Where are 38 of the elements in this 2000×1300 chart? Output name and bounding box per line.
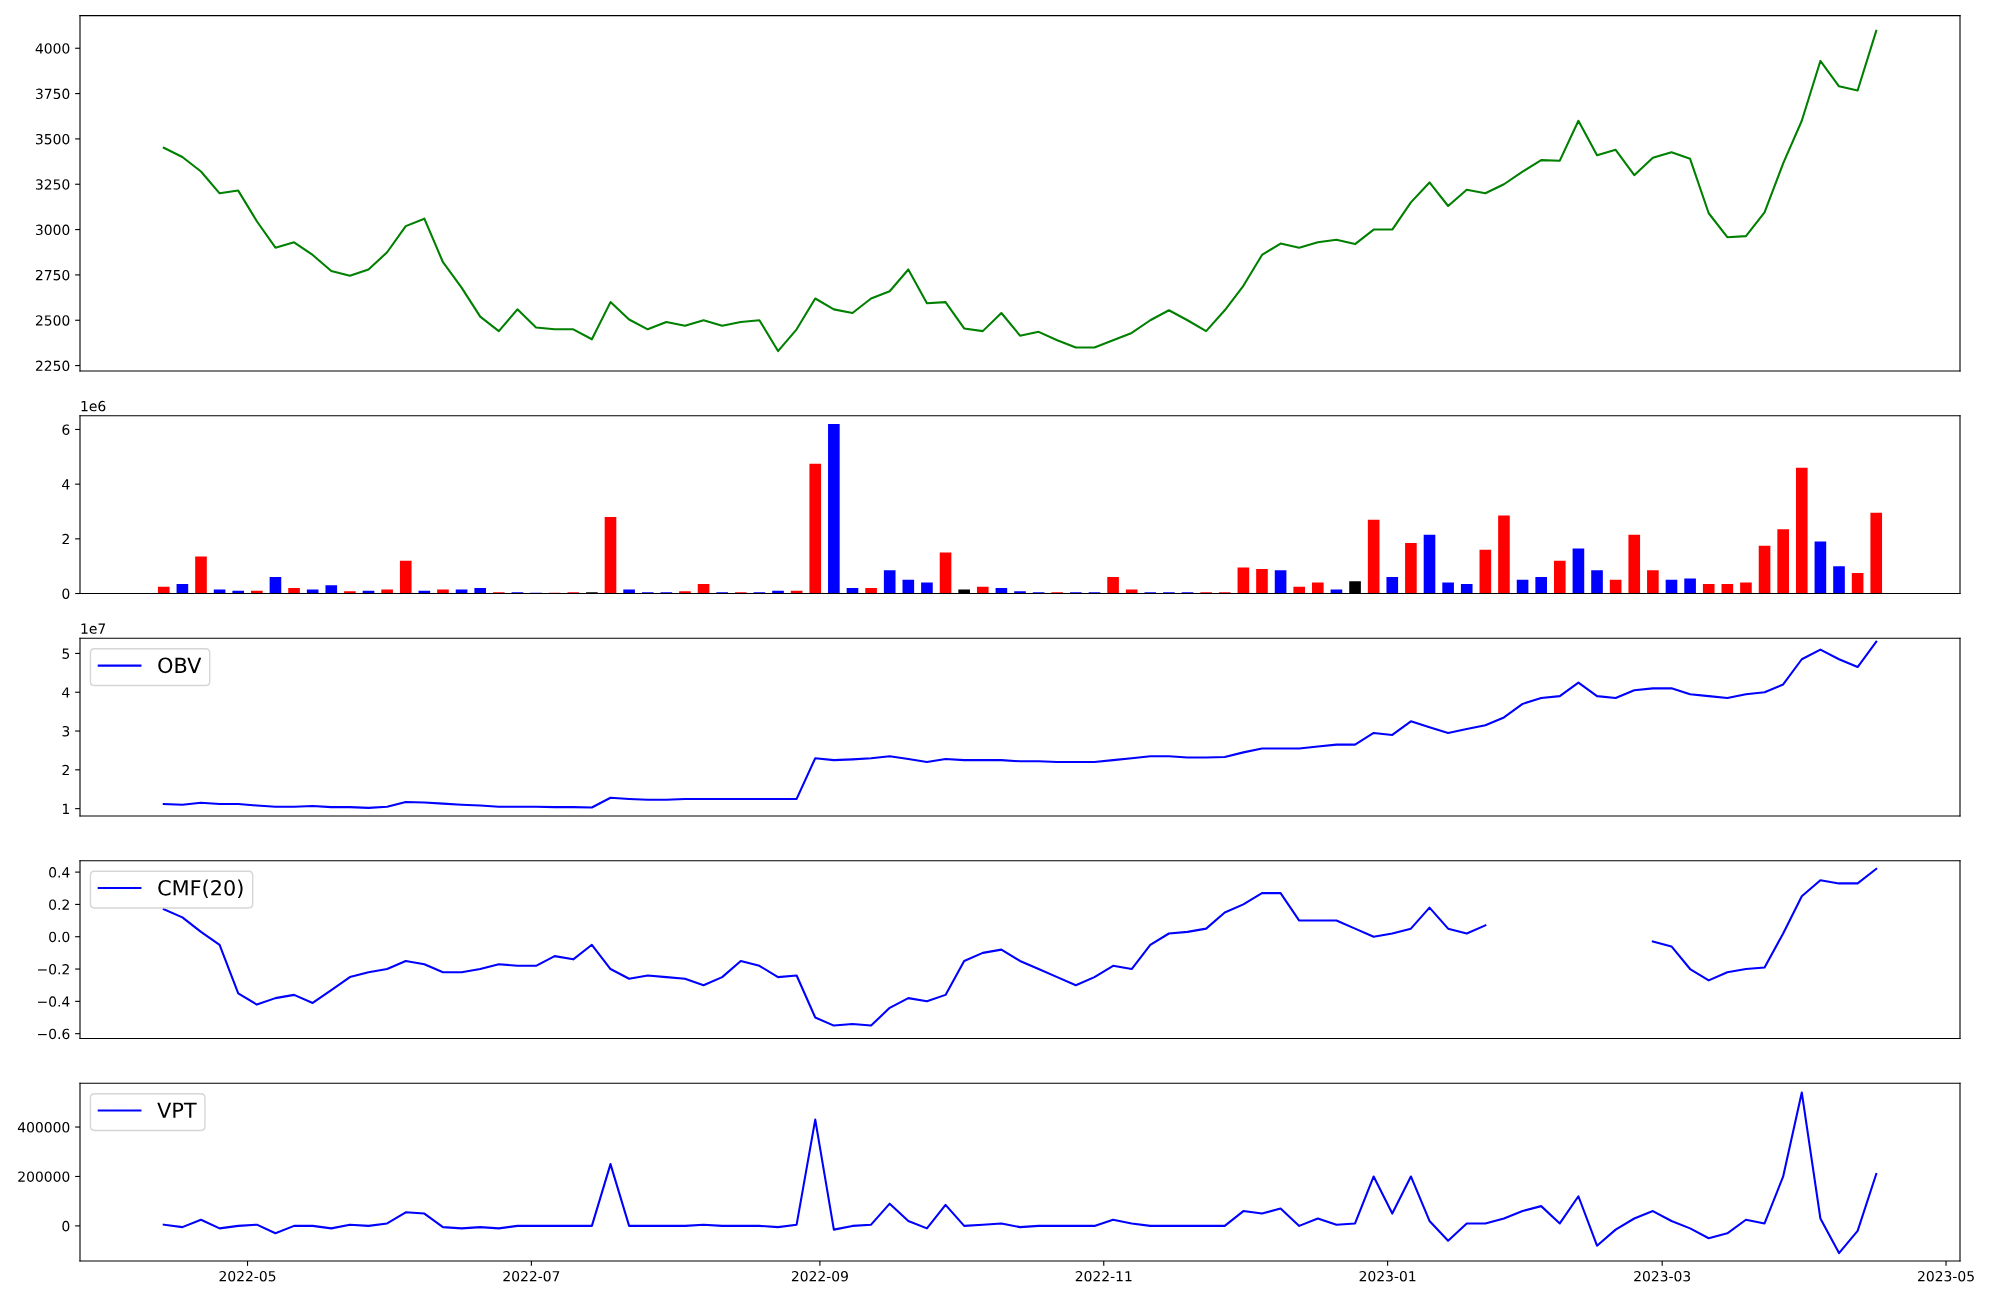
text: 1e6 — [81, 400, 106, 412]
y-tick-label: 2250 — [35, 360, 70, 372]
y-tick-label: 2 — [62, 533, 69, 545]
y-tick-label: 6 — [62, 424, 70, 435]
y-tick-label: −0.6 — [38, 1028, 70, 1040]
y-tick-label: 3750 — [35, 88, 70, 100]
y-tick-label: 3000 — [35, 224, 70, 236]
y-tick-label: 400000 — [17, 1122, 70, 1133]
y-tick-label: 2 — [62, 764, 69, 776]
x-tick-label: 2022-07 — [503, 1270, 560, 1282]
y-tick-label: 0.0 — [49, 931, 70, 943]
x-tick-label: 2022-09 — [791, 1270, 848, 1282]
y-tick-label: 0.2 — [49, 899, 69, 910]
y-tick-label: 5 — [62, 648, 70, 659]
y-tick-label: 3 — [62, 726, 70, 737]
y-tick-label: 0.4 — [49, 867, 70, 878]
y-tick-label: −0.4 — [38, 996, 70, 1007]
x-tick-label: 2023-01 — [1359, 1270, 1416, 1282]
y-tick-label: 0 — [62, 1220, 70, 1232]
y-tick-label: 1 — [62, 803, 69, 814]
y-tick-label: 2750 — [35, 269, 70, 281]
legend-label: VPT — [157, 1102, 197, 1118]
y-tick-label: 2500 — [35, 315, 70, 326]
y-tick-label: 0 — [62, 588, 70, 599]
x-tick-label: 2022-11 — [1075, 1270, 1132, 1282]
x-tick-label: 2022-05 — [219, 1270, 276, 1282]
legend-label: CMF(20) — [158, 879, 243, 899]
text: 1e7 — [81, 623, 106, 634]
y-tick-label: 200000 — [18, 1171, 70, 1182]
y-tick-label: 3250 — [35, 179, 70, 190]
x-tick-label: 2023-05 — [1918, 1270, 1974, 1282]
y-tick-label: 3500 — [35, 133, 70, 145]
y-tick-label: 4 — [62, 479, 70, 490]
y-tick-label: 4000 — [35, 43, 70, 54]
y-tick-label: 4 — [62, 687, 70, 698]
legend-label: OBV — [158, 657, 202, 674]
x-tick-label: 2023-03 — [1634, 1270, 1691, 1282]
y-tick-label: −0.2 — [38, 964, 69, 975]
